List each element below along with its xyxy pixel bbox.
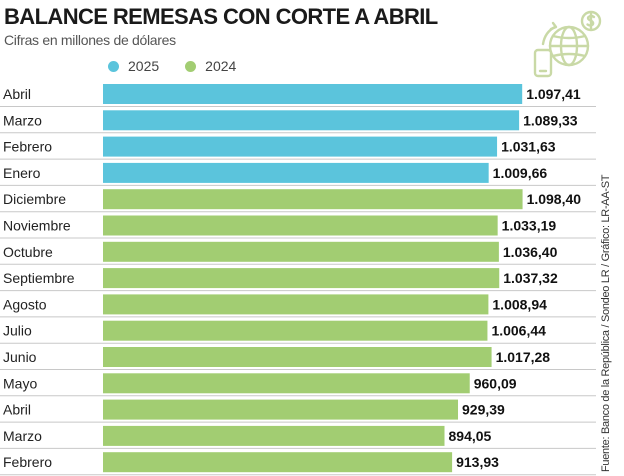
value-label: 894,05 [449,428,492,444]
bar-2024-mayo [103,373,470,394]
category-label: Marzo [3,112,42,128]
legend-swatch-2024 [185,60,197,72]
category-label: Mayo [3,375,37,391]
value-label: 1.036,40 [503,244,558,260]
value-label: 1.037,32 [503,270,558,286]
value-label: 1.097,41 [526,86,581,102]
value-label: 1.031,63 [501,139,556,155]
bar-2024-diciembre [103,189,523,210]
value-label: 929,39 [462,402,505,418]
value-label: 1.089,33 [523,112,578,128]
category-label: Diciembre [3,191,66,207]
value-label: 913,93 [456,454,499,470]
chart-title: BALANCE REMESAS CON CORTE A ABRIL [4,4,438,29]
legend: 2025 2024 [108,58,262,74]
source-note: Fuente: Banco de la República / Sondeo L… [600,174,612,472]
bar-2025-abril [103,84,523,104]
category-label: Noviembre [3,218,71,234]
category-label: Enero [3,165,41,181]
bar-2024-febrero [103,452,453,473]
bar-2024-noviembre [103,215,498,236]
value-label: 1.033,19 [502,218,557,234]
category-label: Septiembre [3,270,75,286]
category-label: Junio [3,349,37,365]
category-label: Octubre [3,244,53,260]
bar-2024-octubre [103,241,499,262]
category-label: Febrero [3,139,52,155]
value-label: 1.009,66 [493,165,548,181]
money-globe-icon [533,10,602,78]
bar-2025-marzo [103,110,520,131]
chart-subtitle: Cifras en millones de dólares [4,32,176,48]
category-label: Febrero [3,454,52,470]
category-label: Marzo [3,428,42,444]
legend-item-2024: 2024 [185,58,236,74]
category-label: Julio [3,323,32,339]
legend-swatch-2025 [108,60,119,72]
legend-label-2024: 2024 [205,58,237,74]
bar-2024-abril [103,399,459,420]
legend-label-2025: 2025 [128,58,160,74]
category-label: Abril [3,86,31,102]
bar-2025-enero [103,162,489,183]
bar-2024-julio [103,320,488,341]
legend-item-2025: 2025 [108,58,159,74]
value-label: 1.098,40 [527,191,582,207]
category-label: Agosto [3,296,47,312]
value-label: 1.017,28 [496,349,551,365]
bar-2025-febrero [103,136,498,157]
value-label: 1.006,44 [491,323,546,339]
value-label: 960,09 [474,375,517,391]
bar-2024-agosto [103,294,489,315]
value-label: 1.008,94 [492,296,547,312]
bar-2024-septiembre [103,268,500,289]
bar-2024-marzo [103,425,445,446]
bar-2024-junio [103,347,492,367]
category-label: Abril [3,402,31,418]
